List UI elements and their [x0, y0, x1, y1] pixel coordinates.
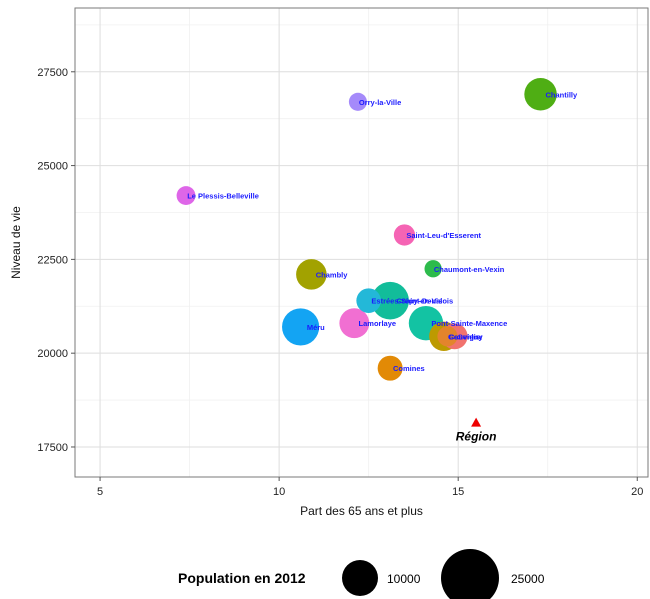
legend-label: 25000	[511, 572, 545, 586]
point-label: Méru	[307, 323, 325, 332]
point-label: Cauvigny	[449, 332, 484, 341]
x-axis-title: Part des 65 ans et plus	[300, 504, 423, 518]
y-tick-label: 20000	[37, 348, 68, 360]
legend-title: Population en 2012	[178, 570, 306, 586]
x-tick-label: 10	[273, 486, 285, 498]
legend-label: 10000	[387, 572, 421, 586]
point-label: Chambly	[316, 270, 349, 279]
region-label: Région	[456, 430, 497, 444]
legend-bubble-small	[342, 560, 378, 596]
plot-background	[75, 8, 648, 477]
y-tick-label: 25000	[37, 161, 68, 173]
point-label: Chantilly	[546, 90, 578, 99]
x-axis: 5 10 15 20	[97, 477, 643, 498]
x-tick-label: 5	[97, 486, 103, 498]
y-tick-label: 27500	[37, 67, 68, 79]
point-label: Orry-la-Ville	[359, 98, 401, 107]
point-label: Chaumont-en-Vexin	[434, 265, 505, 274]
point-label: Comines	[393, 364, 425, 373]
point-label: Le Plessis-Belleville	[187, 192, 259, 201]
y-tick-label: 22500	[37, 254, 68, 266]
x-tick-label: 15	[452, 486, 464, 498]
legend-bubble-large	[441, 549, 499, 599]
y-axis-title: Niveau de vie	[9, 206, 23, 279]
y-axis: 17500 20000 22500 25000 27500	[37, 67, 75, 454]
y-tick-label: 17500	[37, 442, 68, 454]
point-label: Pont-Sainte-Maxence	[431, 319, 507, 328]
size-legend: Population en 2012 10000 25000	[178, 549, 545, 599]
x-tick-label: 20	[631, 486, 643, 498]
point-label: Saint-Leu-d'Esserent	[406, 231, 481, 240]
point-label: Lamorlaye	[359, 319, 397, 328]
point-label: Crépy-en-Valois	[396, 297, 453, 306]
